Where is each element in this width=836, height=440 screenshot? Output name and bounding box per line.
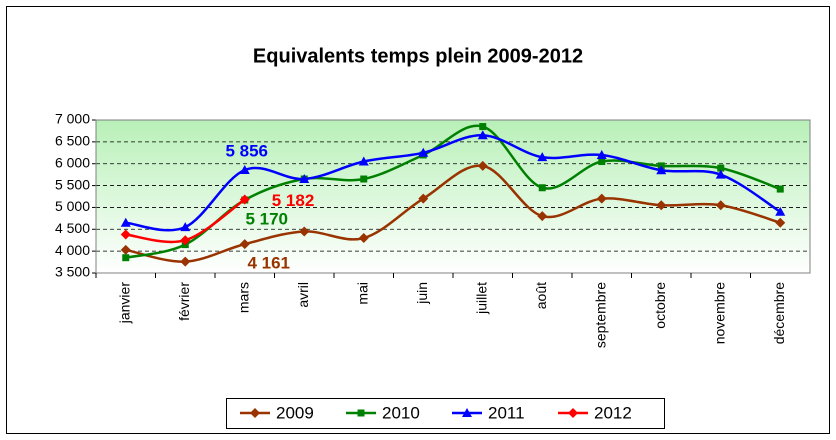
y-tick-label: 5 000 bbox=[55, 198, 90, 214]
y-tick-label: 4 500 bbox=[55, 220, 90, 236]
marker bbox=[180, 222, 191, 232]
x-tick-label: septembre bbox=[592, 282, 608, 348]
marker bbox=[537, 211, 548, 222]
y-tick-label: 7 000 bbox=[55, 111, 90, 127]
marker bbox=[477, 160, 488, 171]
marker bbox=[299, 174, 310, 184]
marker bbox=[418, 147, 429, 157]
x-tick-label: décembre bbox=[771, 282, 787, 344]
chart-title: Equivalents temps plein 2009-2012 bbox=[253, 45, 583, 67]
marker bbox=[598, 158, 606, 166]
x-tick-label: mai bbox=[354, 282, 370, 305]
data-label: 4 161 bbox=[247, 254, 290, 273]
series-line bbox=[125, 134, 781, 232]
data-label: 5 170 bbox=[245, 209, 288, 228]
marker bbox=[717, 164, 725, 172]
marker bbox=[775, 206, 786, 216]
marker bbox=[479, 123, 487, 131]
marker bbox=[250, 408, 260, 418]
marker bbox=[538, 184, 546, 192]
marker bbox=[180, 256, 191, 267]
x-tick-label: janvier bbox=[116, 282, 132, 325]
x-tick-label: août bbox=[533, 282, 549, 309]
x-tick-label: octobre bbox=[652, 282, 668, 329]
marker bbox=[418, 193, 429, 204]
x-tick-label: mars bbox=[235, 282, 251, 313]
y-tick-label: 4 000 bbox=[55, 242, 90, 258]
marker bbox=[462, 408, 472, 417]
legend-label: 2010 bbox=[382, 403, 420, 422]
y-tick-label: 5 500 bbox=[55, 176, 90, 192]
marker bbox=[180, 235, 191, 246]
x-tick-label: avril bbox=[295, 282, 311, 308]
marker bbox=[596, 193, 607, 204]
data-label: 5 182 bbox=[272, 191, 315, 210]
marker bbox=[239, 194, 250, 205]
marker bbox=[239, 165, 250, 175]
marker bbox=[299, 226, 310, 237]
marker bbox=[360, 175, 368, 183]
marker bbox=[715, 200, 726, 211]
y-tick-label: 6 500 bbox=[55, 133, 90, 149]
marker bbox=[568, 408, 578, 418]
marker bbox=[357, 409, 365, 417]
marker bbox=[596, 149, 607, 159]
marker bbox=[477, 130, 488, 140]
marker bbox=[120, 244, 131, 255]
x-tick-label: juillet bbox=[473, 282, 489, 315]
marker bbox=[537, 152, 548, 162]
marker bbox=[358, 233, 369, 244]
legend-label: 2009 bbox=[276, 403, 314, 422]
marker bbox=[775, 217, 786, 228]
marker bbox=[122, 254, 130, 262]
y-tick-label: 6 000 bbox=[55, 154, 90, 170]
legend-box bbox=[226, 398, 665, 429]
marker bbox=[120, 229, 131, 240]
marker bbox=[776, 185, 784, 193]
x-tick-label: février bbox=[176, 282, 192, 321]
y-tick-label: 3 500 bbox=[55, 264, 90, 280]
marker bbox=[715, 169, 726, 179]
legend-label: 2011 bbox=[488, 403, 525, 422]
x-tick-label: juin bbox=[414, 282, 430, 305]
marker bbox=[120, 217, 131, 227]
marker bbox=[656, 165, 667, 175]
marker bbox=[358, 156, 369, 166]
marker bbox=[239, 239, 250, 250]
data-label: 5 856 bbox=[225, 141, 268, 160]
legend-label: 2012 bbox=[594, 403, 632, 422]
marker bbox=[656, 200, 667, 211]
x-tick-label: novembre bbox=[711, 282, 727, 344]
